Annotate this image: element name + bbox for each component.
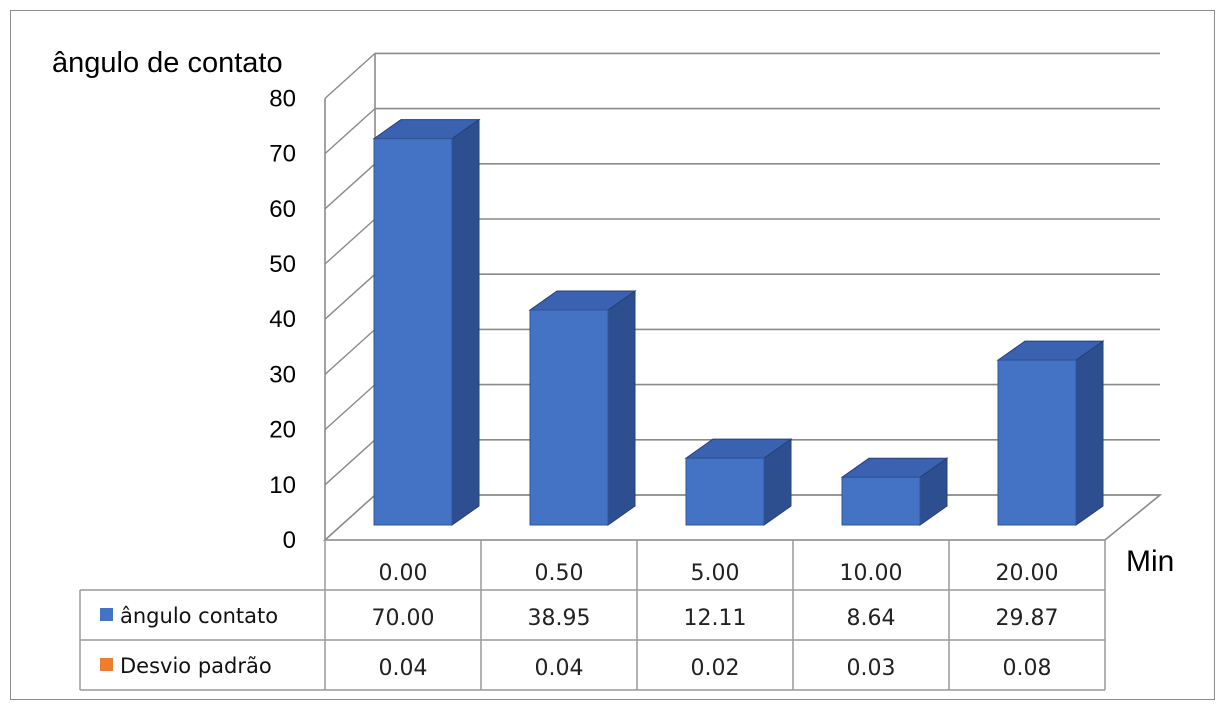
bar — [841, 476, 921, 526]
chart-frame — [10, 10, 1215, 700]
bar — [997, 359, 1077, 526]
bar — [529, 309, 609, 526]
table-cell: 0.08 — [1003, 656, 1052, 681]
y-tick-label: 20 — [269, 417, 296, 444]
x-axis-unit: Min — [1126, 545, 1174, 578]
side-gridline — [324, 108, 376, 155]
side-gridline — [324, 52, 376, 99]
bar-side — [451, 118, 480, 526]
x-tick-label: 5.00 — [691, 561, 740, 586]
side-gridline — [324, 384, 376, 431]
table-cell: 0.04 — [379, 656, 428, 681]
table-cell: 0.03 — [847, 656, 896, 681]
table-cell: 38.95 — [528, 606, 591, 631]
y-tick-label: 70 — [269, 141, 296, 168]
table-cell: 0.04 — [535, 656, 584, 681]
side-gridline — [324, 218, 376, 265]
y-tick-label: 60 — [269, 196, 296, 223]
y-tick-label: 80 — [269, 85, 296, 112]
x-tick-label: 10.00 — [840, 561, 903, 586]
y-tick-label: 10 — [269, 472, 296, 499]
legend-label: ângulo contato — [120, 604, 278, 628]
bar — [685, 457, 765, 526]
y-axis-title: ângulo de contato — [52, 47, 283, 79]
legend-key — [100, 658, 113, 671]
bar — [373, 138, 453, 526]
side-gridline — [324, 273, 376, 320]
y-tick-label: 0 — [283, 527, 296, 554]
bar-side — [1075, 340, 1104, 526]
table-cell: 29.87 — [996, 606, 1059, 631]
y-tick-label: 30 — [269, 361, 296, 388]
table-cell: 70.00 — [372, 606, 435, 631]
side-gridline — [324, 439, 376, 486]
side-gridline — [324, 328, 376, 375]
legend-key — [100, 608, 113, 621]
y-tick-label: 40 — [269, 306, 296, 333]
x-tick-label: 0.00 — [379, 561, 428, 586]
x-tick-label: 0.50 — [535, 561, 584, 586]
table-cell: 12.11 — [684, 606, 747, 631]
legend-label: Desvio padrão — [120, 654, 272, 678]
bar-side — [607, 290, 636, 526]
x-tick-label: 20.00 — [996, 561, 1059, 586]
y-tick-label: 50 — [269, 251, 296, 278]
side-gridline — [324, 163, 376, 210]
table-cell: 8.64 — [847, 606, 896, 631]
table-cell: 0.02 — [691, 656, 740, 681]
